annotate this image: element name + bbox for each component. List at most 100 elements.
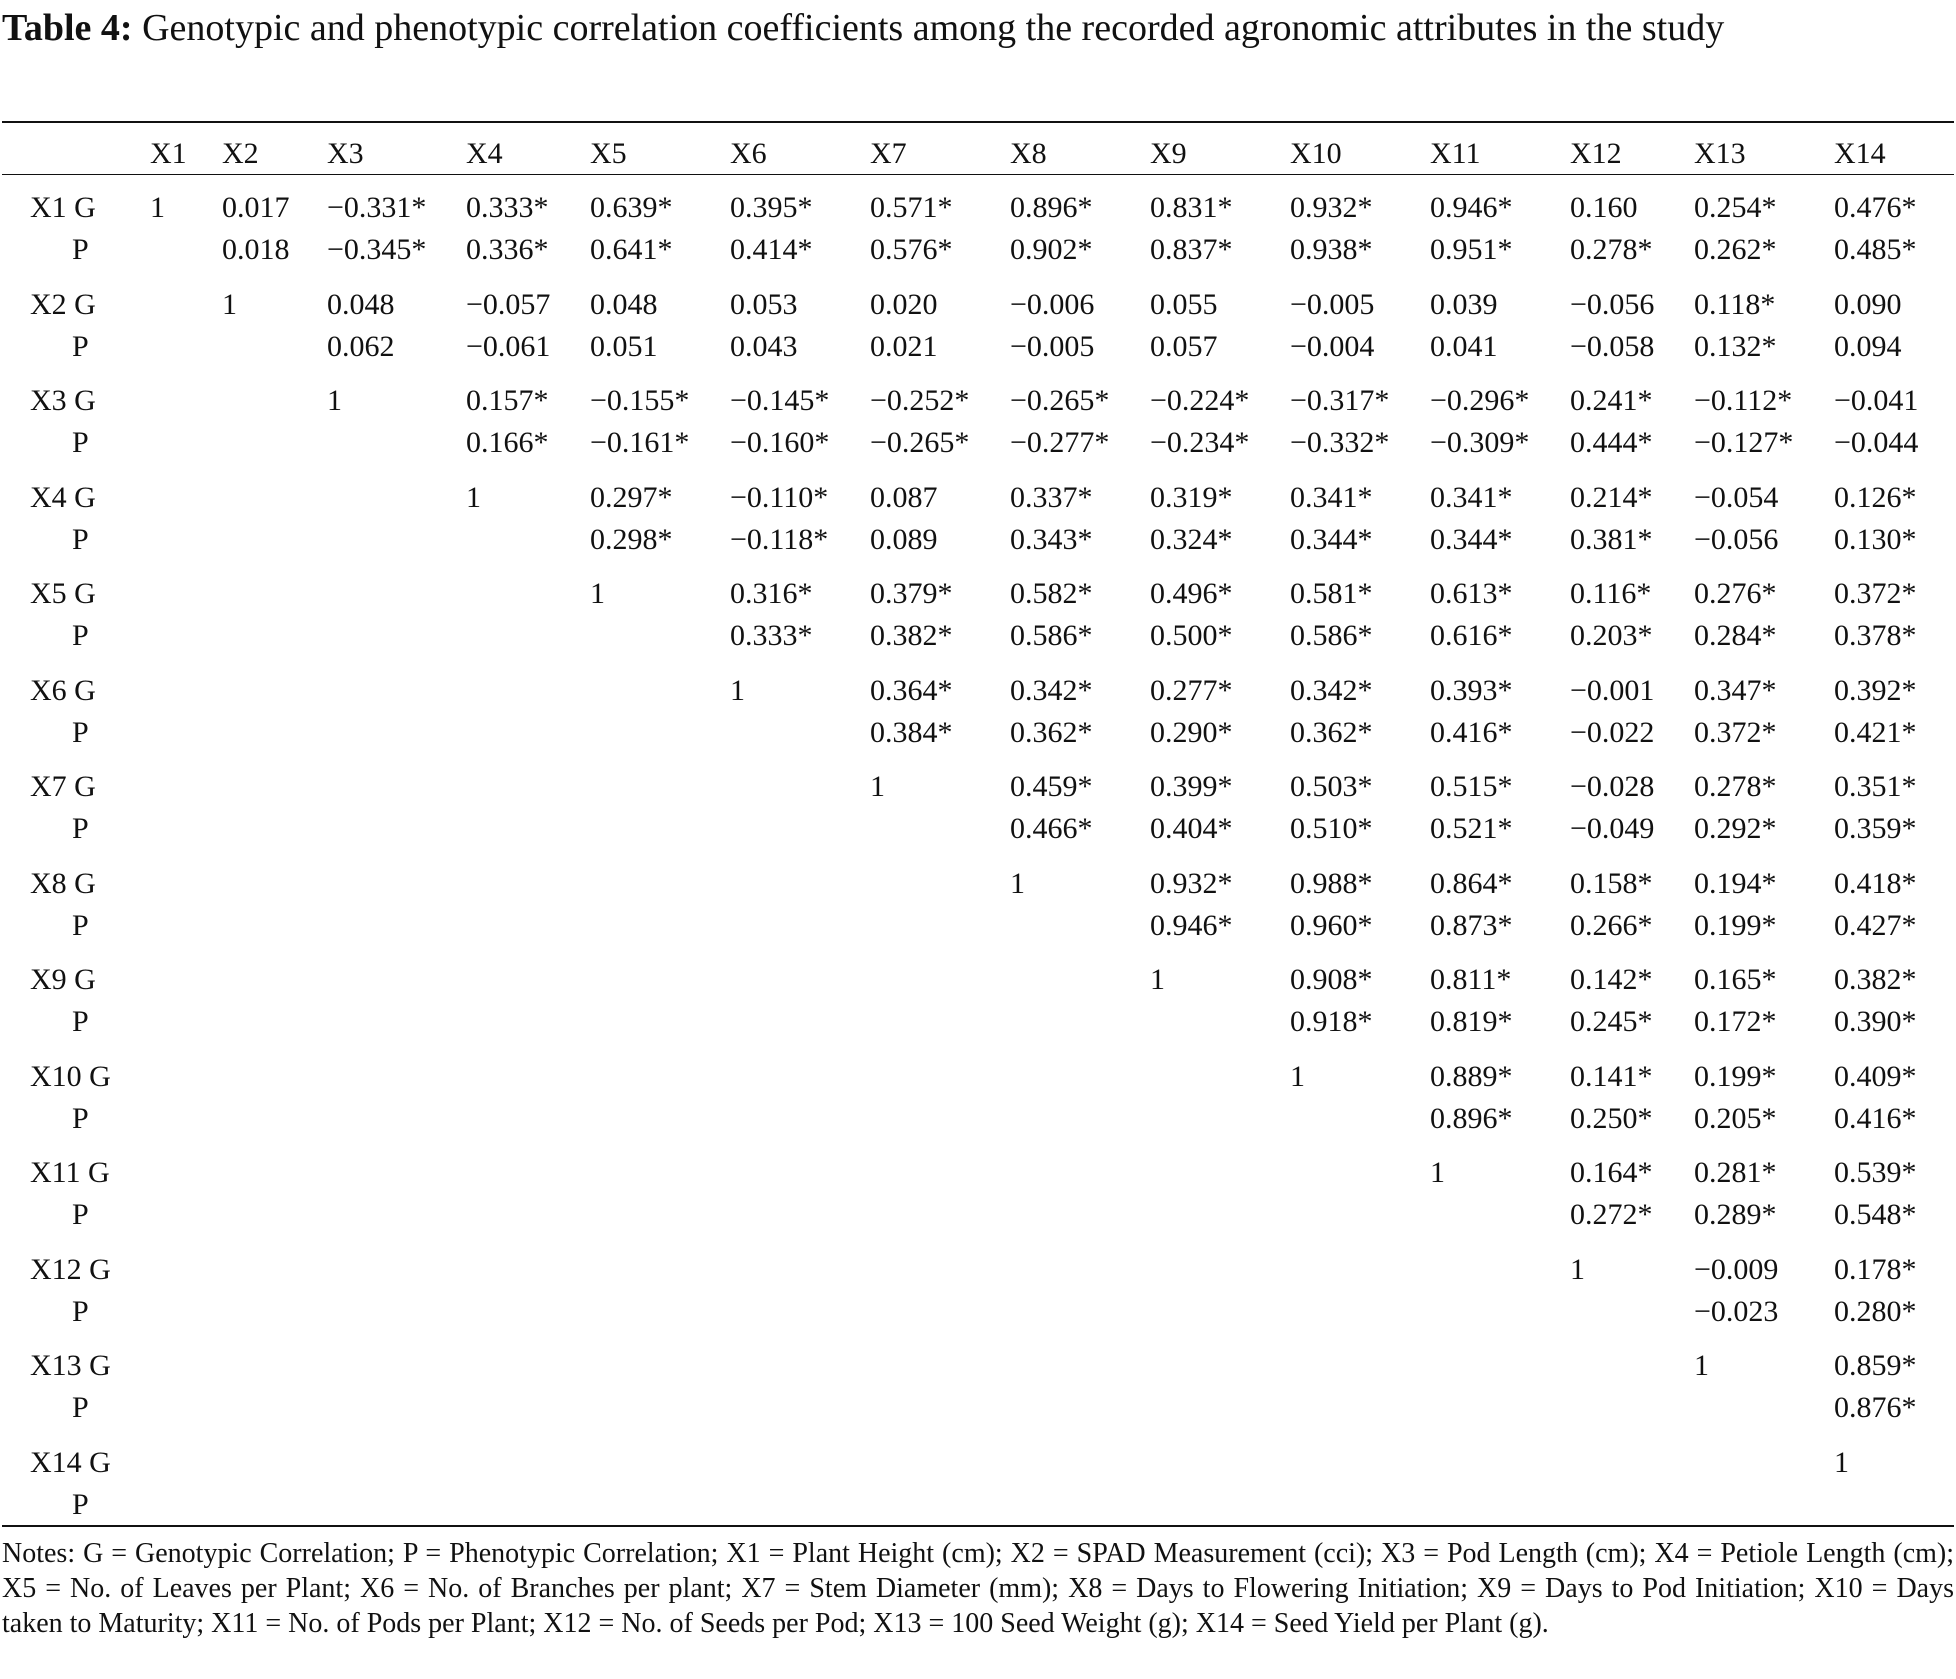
- phenotypic-value-cell: 0.278*: [1570, 233, 1653, 266]
- row-label-genotypic: X5 G: [30, 577, 96, 610]
- genotypic-value-cell: 0.116*: [1570, 577, 1652, 610]
- genotypic-value-cell: 0.053: [730, 287, 798, 321]
- phenotypic-value-cell: 0.094: [1834, 329, 1902, 363]
- table-caption: Table 4: Genotypic and phenotypic correl…: [2, 2, 1952, 54]
- phenotypic-value-cell: −0.044: [1834, 426, 1919, 459]
- phenotypic-value-cell: 0.421*: [1834, 715, 1917, 749]
- genotypic-value-cell: 0.199*: [1694, 1059, 1777, 1093]
- genotypic-value-cell: −0.006: [1010, 287, 1095, 321]
- genotypic-value-cell: 0.087: [870, 480, 938, 514]
- phenotypic-value-cell: 0.280*: [1834, 1294, 1917, 1328]
- row-label-phenotypic: P: [72, 812, 89, 845]
- phenotypic-value-cell: −0.161*: [590, 426, 690, 459]
- genotypic-value-cell: −0.110*: [730, 480, 829, 514]
- genotypic-value-cell: 0.364*: [870, 673, 953, 707]
- genotypic-value-cell: 0.157*: [466, 384, 549, 417]
- column-header-x8: X8: [1010, 137, 1047, 170]
- genotypic-value-cell: 0.277*: [1150, 673, 1233, 707]
- genotypic-value-cell: −0.001: [1570, 673, 1655, 707]
- phenotypic-value-cell: −0.061: [466, 329, 551, 363]
- phenotypic-value-cell: 0.203*: [1570, 619, 1653, 652]
- genotypic-value-cell: 1: [327, 384, 342, 417]
- phenotypic-value-cell: 0.378*: [1834, 619, 1917, 652]
- genotypic-value-cell: −0.224*: [1150, 384, 1250, 417]
- genotypic-value-cell: 0.254*: [1694, 191, 1777, 224]
- genotypic-value-cell: 0.333*: [466, 191, 549, 224]
- genotypic-value-cell: 0.316*: [730, 577, 813, 610]
- row-label-phenotypic: P: [72, 426, 89, 459]
- genotypic-value-cell: −0.145*: [730, 384, 830, 417]
- phenotypic-value-cell: 0.837*: [1150, 233, 1233, 266]
- genotypic-value-cell: 1: [222, 287, 237, 321]
- phenotypic-value-cell: 0.384*: [870, 715, 953, 749]
- phenotypic-value-cell: −0.234*: [1150, 426, 1250, 459]
- phenotypic-value-cell: 0.362*: [1010, 715, 1093, 749]
- genotypic-value-cell: 0.141*: [1570, 1059, 1653, 1093]
- genotypic-value-cell: 0.811*: [1430, 963, 1512, 996]
- phenotypic-value-cell: 0.918*: [1290, 1005, 1373, 1038]
- genotypic-value-cell: 0.337*: [1010, 480, 1093, 514]
- phenotypic-value-cell: 0.289*: [1694, 1198, 1777, 1231]
- row-label-genotypic: X7 G: [30, 770, 96, 803]
- genotypic-value-cell: −0.056: [1570, 287, 1655, 321]
- column-header-x6: X6: [730, 137, 767, 170]
- row-label-genotypic: X6 G: [30, 673, 96, 707]
- column-header-x3: X3: [327, 137, 364, 170]
- phenotypic-value-cell: 0.382*: [870, 619, 953, 652]
- phenotypic-value-cell: 0.381*: [1570, 522, 1653, 556]
- genotypic-value-cell: 1: [1570, 1252, 1585, 1286]
- phenotypic-value-cell: 0.500*: [1150, 619, 1233, 652]
- row-label-genotypic: X8 G: [30, 866, 96, 900]
- phenotypic-value-cell: 0.205*: [1694, 1101, 1777, 1135]
- genotypic-value-cell: 0.393*: [1430, 673, 1513, 707]
- table-notes: Notes: G = Genotypic Correlation; P = Ph…: [2, 1538, 1954, 1639]
- genotypic-value-cell: −0.009: [1694, 1252, 1779, 1286]
- column-header-x12: X12: [1570, 137, 1622, 170]
- row-label-genotypic: X13 G: [30, 1349, 111, 1382]
- genotypic-value-cell: 0.932*: [1290, 191, 1373, 224]
- phenotypic-value-cell: 0.876*: [1834, 1391, 1917, 1424]
- column-header-x14: X14: [1834, 137, 1886, 170]
- phenotypic-value-cell: 0.946*: [1150, 908, 1233, 942]
- row-label-genotypic: X9 G: [30, 963, 96, 996]
- phenotypic-value-cell: 0.324*: [1150, 522, 1233, 556]
- row-label-genotypic: X2 G: [30, 287, 96, 321]
- row-label-phenotypic: P: [72, 522, 89, 556]
- phenotypic-value-cell: 0.051: [590, 329, 658, 363]
- phenotypic-value-cell: −0.058: [1570, 329, 1655, 363]
- phenotypic-value-cell: −0.160*: [730, 426, 830, 459]
- genotypic-value-cell: 0.399*: [1150, 770, 1233, 803]
- phenotypic-value-cell: 0.485*: [1834, 233, 1917, 266]
- phenotypic-value-cell: 0.466*: [1010, 812, 1093, 845]
- phenotypic-value-cell: 0.873*: [1430, 908, 1513, 942]
- genotypic-value-cell: 0.160: [1570, 191, 1638, 224]
- genotypic-value-cell: 0.372*: [1834, 577, 1917, 610]
- genotypic-value-cell: 0.582*: [1010, 577, 1093, 610]
- phenotypic-value-cell: 0.021: [870, 329, 938, 363]
- genotypic-value-cell: 1: [1010, 866, 1025, 900]
- genotypic-value-cell: 0.988*: [1290, 866, 1373, 900]
- row-label-phenotypic: P: [72, 1487, 89, 1521]
- column-header-x1: X1: [150, 137, 187, 170]
- genotypic-value-cell: −0.054: [1694, 480, 1779, 514]
- column-header-x5: X5: [590, 137, 627, 170]
- genotypic-value-cell: 0.055: [1150, 287, 1218, 321]
- row-label-phenotypic: P: [72, 1198, 89, 1231]
- genotypic-value-cell: 0.278*: [1694, 770, 1777, 803]
- genotypic-value-cell: 0.126*: [1834, 480, 1917, 514]
- genotypic-value-cell: 0.048: [590, 287, 658, 321]
- row-label-genotypic: X1 G: [30, 191, 96, 224]
- column-header-x9: X9: [1150, 137, 1187, 170]
- phenotypic-value-cell: 0.336*: [466, 233, 549, 266]
- phenotypic-value-cell: 0.172*: [1694, 1005, 1777, 1038]
- phenotypic-value-cell: 0.960*: [1290, 908, 1373, 942]
- genotypic-value-cell: 1: [150, 191, 165, 224]
- phenotypic-value-cell: −0.049: [1570, 812, 1655, 845]
- phenotypic-value-cell: 0.416*: [1834, 1101, 1917, 1135]
- genotypic-value-cell: 0.090: [1834, 287, 1902, 321]
- row-label-phenotypic: P: [72, 619, 89, 652]
- genotypic-value-cell: 0.178*: [1834, 1252, 1917, 1286]
- row-label-genotypic: X11 G: [30, 1156, 110, 1189]
- genotypic-value-cell: 0.165*: [1694, 963, 1777, 996]
- phenotypic-value-cell: 0.390*: [1834, 1005, 1917, 1038]
